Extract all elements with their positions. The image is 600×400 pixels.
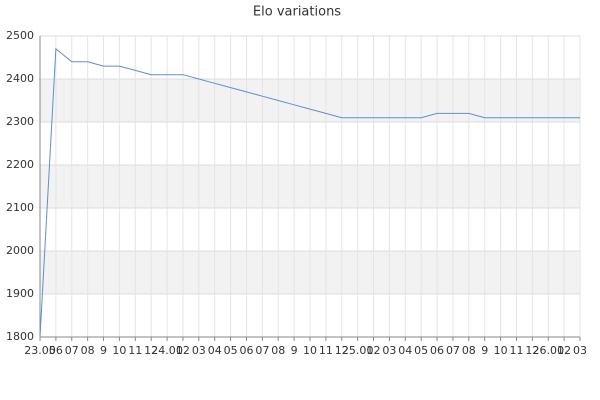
y-tick-label: 2400	[6, 72, 34, 85]
x-tick-label: 9	[291, 344, 298, 357]
x-tick-label: 02	[557, 344, 571, 357]
x-tick-label: 04	[398, 344, 412, 357]
x-tick-label: 11	[509, 344, 523, 357]
x-tick-label: 02	[367, 344, 381, 357]
x-tick-label: 06	[49, 344, 63, 357]
line	[39, 47, 580, 338]
y-tick-label: 2300	[6, 115, 34, 128]
x-tick-label: 10	[303, 344, 317, 357]
y-tick-label: 2200	[6, 158, 34, 171]
x-tick-label: 11	[128, 344, 142, 357]
y-tick-label: 1800	[6, 330, 34, 343]
x-tick-label: 02	[176, 344, 190, 357]
x-tick-label: 06	[430, 344, 444, 357]
x-tick-label: 07	[446, 344, 460, 357]
x-tick-label: 10	[112, 344, 126, 357]
x-tick-label: 10	[494, 344, 508, 357]
x-tick-label: 26.01	[532, 344, 564, 357]
y-tick-label: 2100	[6, 201, 34, 214]
x-tick-label: 05	[224, 344, 238, 357]
x-tick-label: 25.01	[342, 344, 374, 357]
x-tick-label: 23.05	[24, 344, 56, 357]
x-tick-label: 12	[335, 344, 349, 357]
y-tick-label: 2500	[6, 29, 34, 42]
x-tick-label: 06	[239, 344, 253, 357]
x-tick-label: 11	[319, 344, 333, 357]
x-tick-label: 24.01	[151, 344, 183, 357]
y-tick-label: 2000	[6, 244, 34, 257]
x-tick-label: 12	[525, 344, 539, 357]
x-tick-label: 9	[100, 344, 107, 357]
x-tick-label: 03	[192, 344, 206, 357]
x-tick-label: 08	[81, 344, 95, 357]
x-tick-label: 12	[144, 344, 158, 357]
x-tick-label: 9	[481, 344, 488, 357]
x-tick-label: 04	[208, 344, 222, 357]
x-tick-label: 08	[271, 344, 285, 357]
x-tick-label: 07	[255, 344, 269, 357]
x-tick-label: 07	[65, 344, 79, 357]
x-tick-label: 03	[382, 344, 396, 357]
x-tick-label: 08	[462, 344, 476, 357]
x-tick-label: 05	[414, 344, 428, 357]
y-tick-label: 1900	[6, 287, 34, 300]
chart-title: Elo variations	[253, 5, 341, 20]
x-tick-label: 03	[573, 344, 587, 357]
